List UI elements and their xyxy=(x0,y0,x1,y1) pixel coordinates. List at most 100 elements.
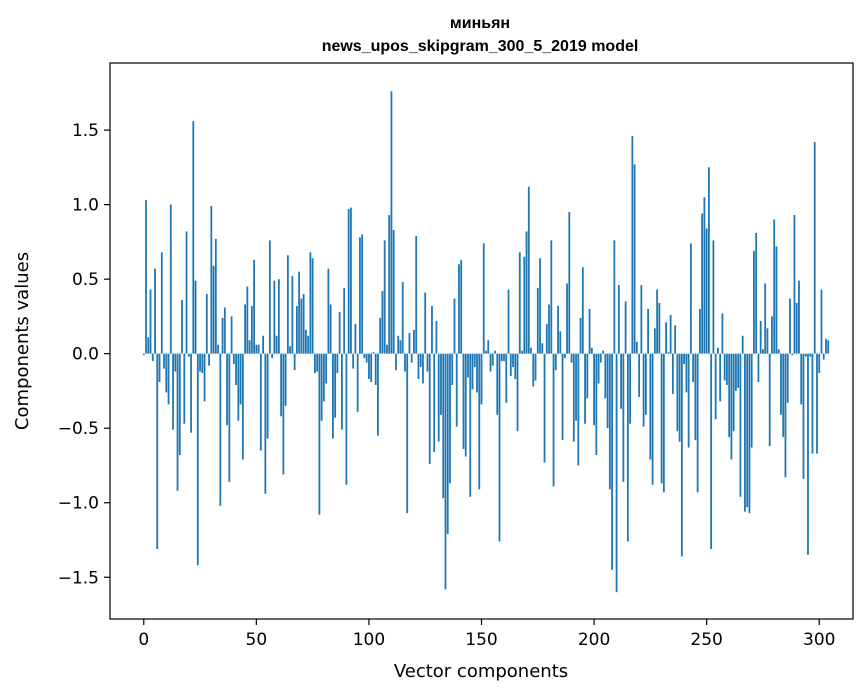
bar xyxy=(208,353,210,366)
bar xyxy=(185,231,188,354)
bar xyxy=(798,280,800,354)
bar xyxy=(624,301,627,354)
bar xyxy=(223,307,226,354)
bar xyxy=(780,353,782,415)
bar xyxy=(750,353,753,448)
bar xyxy=(676,353,679,432)
y-tick-label: −0.5 xyxy=(58,419,99,439)
bar xyxy=(561,353,564,441)
bar xyxy=(476,353,478,393)
bar xyxy=(768,353,771,447)
bar xyxy=(539,258,541,354)
bar xyxy=(417,353,420,380)
bar xyxy=(383,240,386,354)
bar xyxy=(311,258,314,354)
bar xyxy=(334,353,337,418)
bar xyxy=(431,305,433,354)
bar xyxy=(178,353,181,456)
bar xyxy=(557,305,559,354)
bar xyxy=(228,353,231,482)
bar xyxy=(545,323,548,354)
bar xyxy=(318,353,321,515)
bar xyxy=(221,317,224,354)
bar xyxy=(680,353,683,557)
bar xyxy=(244,304,246,354)
bar xyxy=(581,267,584,354)
bar xyxy=(379,317,382,354)
bar xyxy=(192,121,195,354)
bar xyxy=(217,344,219,354)
bar xyxy=(377,353,379,436)
bar xyxy=(156,353,159,549)
bar xyxy=(721,313,724,354)
bar xyxy=(275,335,278,354)
bar xyxy=(196,353,199,566)
bar xyxy=(550,240,553,354)
bar xyxy=(766,328,769,354)
bar xyxy=(142,353,145,356)
bar xyxy=(534,353,537,381)
bar xyxy=(678,353,681,442)
bar xyxy=(671,353,674,394)
bar xyxy=(543,353,546,463)
y-axis-ticks: 1.5 1.0 0.5 0.0 −0.5 −1.0 −1.5 xyxy=(58,121,110,588)
bar xyxy=(284,353,287,406)
bar xyxy=(424,292,427,354)
bar xyxy=(606,353,609,429)
bar xyxy=(530,347,532,354)
bar xyxy=(593,353,595,426)
bar xyxy=(498,353,501,542)
bar xyxy=(599,353,602,363)
bar xyxy=(611,353,613,570)
bar xyxy=(714,353,717,420)
bar xyxy=(212,265,215,354)
bar xyxy=(816,353,818,454)
bar xyxy=(726,353,728,385)
bar xyxy=(392,229,395,354)
bar xyxy=(262,335,264,354)
bar xyxy=(577,353,580,466)
bar xyxy=(302,294,305,354)
bar xyxy=(728,353,731,438)
bar xyxy=(406,353,409,514)
bar xyxy=(395,353,397,371)
bar xyxy=(248,340,251,354)
bar xyxy=(469,353,472,497)
bar xyxy=(563,353,566,359)
bar xyxy=(336,353,339,374)
bar xyxy=(365,353,368,363)
bar xyxy=(158,353,161,382)
bar xyxy=(509,353,512,377)
bar xyxy=(320,353,323,421)
bar xyxy=(259,353,262,451)
bar xyxy=(800,353,803,405)
bar xyxy=(669,314,672,354)
bar xyxy=(667,352,670,354)
bar xyxy=(347,209,350,354)
bar xyxy=(710,353,713,549)
bar xyxy=(665,322,668,354)
bar xyxy=(807,353,809,555)
bar xyxy=(507,289,510,354)
bar xyxy=(491,353,494,366)
bar xyxy=(755,232,758,354)
bar xyxy=(548,304,550,354)
bar xyxy=(442,353,445,499)
x-tick-label: 50 xyxy=(246,630,268,650)
bar xyxy=(205,294,208,354)
bar xyxy=(757,353,760,382)
bar xyxy=(629,353,631,424)
bar xyxy=(277,279,280,354)
bar xyxy=(460,259,463,354)
bar xyxy=(588,308,591,354)
bar xyxy=(230,316,233,354)
y-axis-label: Components values xyxy=(12,252,33,430)
bar xyxy=(453,298,456,354)
bar xyxy=(467,353,469,378)
bar xyxy=(784,353,787,478)
bar xyxy=(478,353,481,490)
x-tick-label: 0 xyxy=(138,630,149,650)
bar xyxy=(640,285,643,354)
bar xyxy=(717,347,719,354)
bar xyxy=(552,353,555,487)
